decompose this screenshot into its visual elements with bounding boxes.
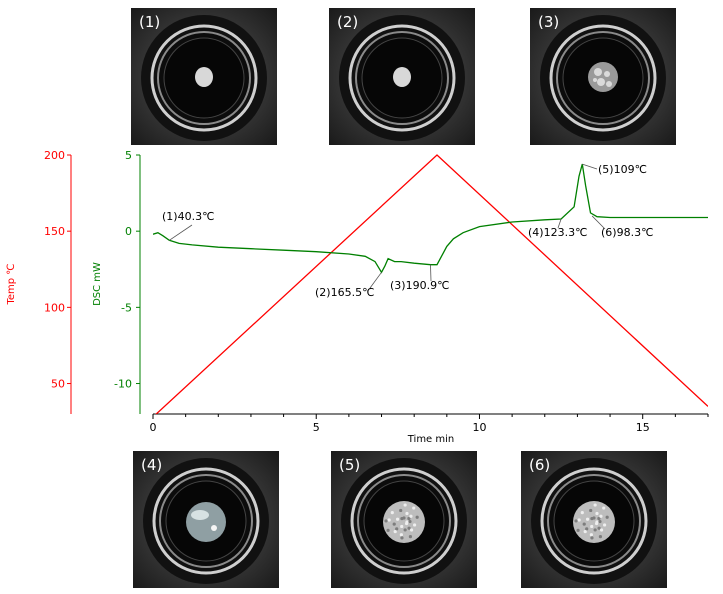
temp-tick-label: 150 bbox=[44, 225, 65, 238]
sample-pan-image bbox=[131, 8, 277, 145]
photo-3: (3) bbox=[530, 8, 676, 145]
photo-6: (6) bbox=[521, 451, 667, 588]
dsc-tick-label: 0 bbox=[125, 225, 132, 238]
photo-label: (2) bbox=[337, 13, 359, 31]
annotation-leader bbox=[582, 163, 598, 170]
annotation-leader bbox=[169, 224, 193, 241]
photo-label: (3) bbox=[538, 13, 560, 31]
sample-pan-image bbox=[521, 451, 667, 588]
annotation-label: (3)190.9℃ bbox=[390, 279, 449, 292]
dsc-tick-label: -5 bbox=[121, 301, 132, 314]
annotation-label: (4)123.3℃ bbox=[528, 226, 587, 239]
series-line-dsc bbox=[153, 163, 708, 274]
annotation-leader bbox=[369, 272, 382, 289]
photo-label: (6) bbox=[529, 456, 551, 474]
x-tick-label: 5 bbox=[313, 421, 320, 434]
temp-tick-label: 200 bbox=[44, 149, 65, 162]
photo-1: (1) bbox=[131, 8, 277, 145]
x-axis-label: Time min bbox=[407, 434, 455, 445]
temp-tick-label: 100 bbox=[44, 301, 65, 314]
dsc-axis-label: DSC mW bbox=[92, 262, 103, 306]
photo-label: (5) bbox=[339, 456, 361, 474]
photo-label: (4) bbox=[141, 456, 163, 474]
sample-pan-image bbox=[133, 451, 279, 588]
photo-label: (1) bbox=[139, 13, 161, 31]
annotation-label: (1)40.3℃ bbox=[162, 210, 214, 223]
sample-pan-image bbox=[329, 8, 475, 145]
dsc-tick-label: -10 bbox=[114, 378, 132, 391]
x-tick-label: 15 bbox=[636, 421, 650, 434]
photo-2: (2) bbox=[329, 8, 475, 145]
series-line-temp bbox=[155, 154, 708, 414]
x-tick-label: 10 bbox=[472, 421, 486, 434]
annotation-leader bbox=[430, 264, 432, 282]
annotation-label: (5)109℃ bbox=[598, 163, 647, 176]
photo-4: (4) bbox=[133, 451, 279, 588]
sample-pan-image bbox=[331, 451, 477, 588]
temp-tick-label: 50 bbox=[51, 378, 65, 391]
annotation-leader bbox=[557, 218, 562, 229]
dsc-tick-label: 5 bbox=[125, 149, 132, 162]
sample-pan-image bbox=[530, 8, 676, 145]
photo-5: (5) bbox=[331, 451, 477, 588]
x-tick-label: 0 bbox=[150, 421, 157, 434]
annotation-label: (6)98.3℃ bbox=[601, 226, 653, 239]
annotation-label: (2)165.5℃ bbox=[315, 286, 374, 299]
temp-axis-label: Temp ℃ bbox=[6, 263, 17, 305]
annotation-leader bbox=[591, 215, 606, 230]
